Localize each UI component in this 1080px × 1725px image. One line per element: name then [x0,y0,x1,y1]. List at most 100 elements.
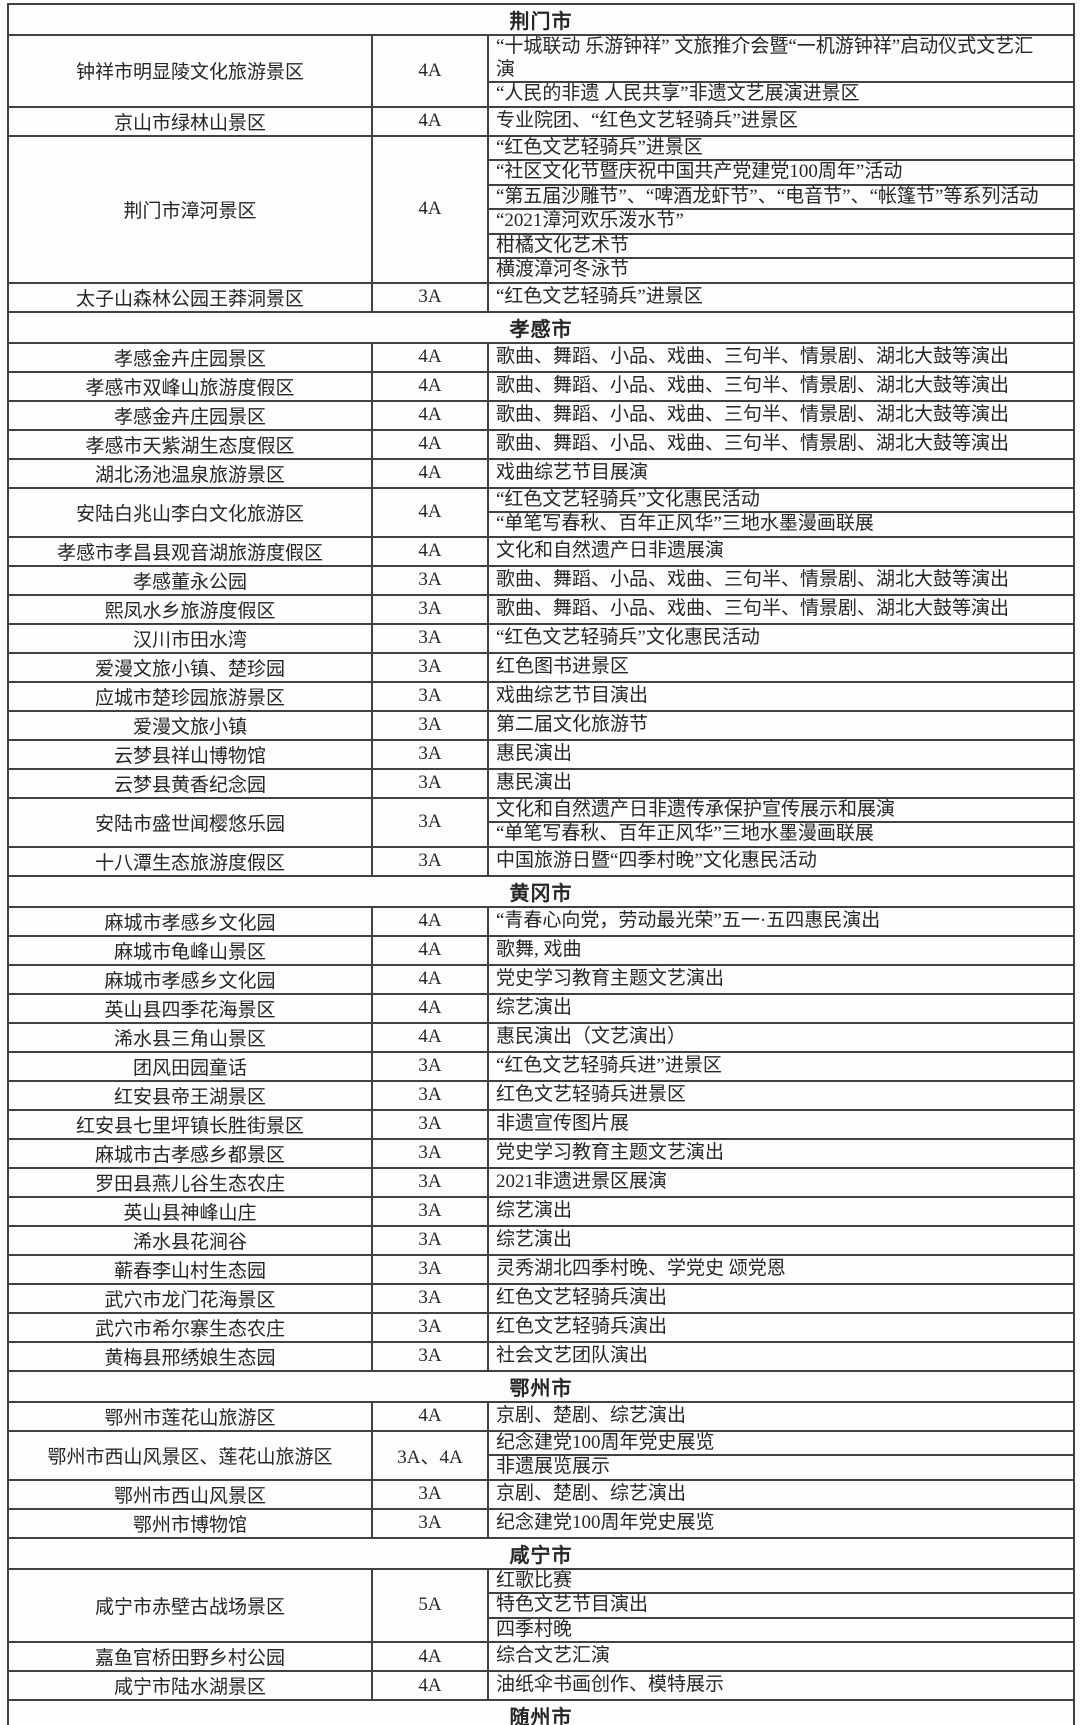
table-row: 罗田县燕儿谷生态农庄 3A 2021非遗进景区展演 [9,1166,1073,1196]
grade-value: 3A [418,772,442,793]
scenic-area-name-cell: 嘉鱼官桥田野乡村公园 [9,1643,373,1670]
grade-value: 4A [418,1405,442,1426]
grade-cell: 4A [373,1643,489,1670]
activity-item: 综艺演出 [489,1227,1073,1254]
grade-value: 3A [418,598,442,619]
activity-text: “十城联动 乐游钟祥” 文旅推介会暨“一机游钟祥”启动仪式文艺汇演 [496,36,1034,80]
grade-value: 4A [418,346,442,367]
scenic-area-name-cell: 云梦县黄香纪念园 [9,769,373,797]
activities-cell: 惠民演出（文艺演出） [489,1024,1073,1051]
activity-item: 社会文艺团队演出 [489,1343,1073,1370]
scenic-area-name-cell: 钟祥市明显陵文化旅游景区 [9,36,373,106]
grade-value: 3A [418,1171,442,1192]
activity-text: 惠民演出 [496,771,573,793]
activities-cell: 歌曲、舞蹈、小品、戏曲、三句半、情景剧、湖北大鼓等演出 [489,344,1073,371]
scenic-area-name: 安陆市盛世闻樱悠乐园 [94,813,285,835]
grade-value: 3A、4A [397,1446,463,1468]
activity-text: 红色文艺轻骑兵演出 [496,1286,668,1308]
grade-cell: 4A [373,936,489,964]
grade-value: 3A [418,1512,442,1533]
scenic-area-name-cell: 爱漫文旅小镇、楚珍园 [9,653,373,681]
scenic-area-name: 鄂州市莲花山旅游区 [104,1407,276,1429]
table-row: 爱漫文旅小镇 3A 第二届文化旅游节 [9,709,1073,739]
activity-text: 戏曲综艺节目演出 [496,684,649,706]
scenic-area-name-cell: 安陆白兆山李白文化旅游区 [9,488,373,536]
activities-cell: 红色文艺轻骑兵进景区 [489,1082,1073,1109]
city-name: 黄冈市 [509,882,573,905]
activity-text: 横渡漳河冬泳节 [496,259,630,280]
grade-value: 3A [418,1229,442,1250]
grade-value: 4A [418,1645,442,1667]
activity-item: “单笔写春秋、百年正风华”三地水墨漫画联展 [489,821,1073,846]
activity-text: 京剧、楚剧、综艺演出 [496,1482,687,1504]
grade-cell: 3A [373,1197,489,1225]
activities-cell: 歌舞, 戏曲 [489,937,1073,964]
grade-value: 4A [418,968,442,989]
scenic-area-name: 熙凤水乡旅游度假区 [104,600,276,622]
scenic-area-name: 麻城市古孝感乡都景区 [94,1144,285,1166]
grade-cell: 3A [373,283,489,311]
grade-cell: 3A [373,740,489,768]
activities-cell: 纪念建党100周年党史展览 非遗展览展示 [489,1432,1073,1479]
scenic-area-name-cell: 鄂州市博物馆 [9,1509,373,1537]
activity-text: 党史学习教育主题文艺演出 [496,967,725,989]
grade-value: 3A [418,1345,442,1366]
activity-text: “单笔写春秋、百年正风华”三地水墨漫画联展 [496,823,874,844]
activity-text: 四季村晚 [496,1618,573,1640]
scenic-area-name-cell: 罗田县燕儿谷生态农庄 [9,1168,373,1196]
table-row: 红安县七里坪镇长胜街景区 3A 非遗宣传图片展 [9,1108,1073,1138]
activity-text: 歌曲、舞蹈、小品、戏曲、三句半、情景剧、湖北大鼓等演出 [496,345,1010,367]
grade-cell: 4A [373,459,489,487]
activity-text: 京剧、楚剧、综艺演出 [496,1404,687,1426]
table-row: 团风田园童话 3A “红色文艺轻骑兵进”进景区 [9,1050,1073,1080]
activity-text: 文化和自然遗产日非遗展演 [496,539,725,561]
activity-text: “第五届沙雕节”、“啤酒龙虾节”、“电音节”、“帐篷节”等系列活动 [496,185,1039,207]
grade-cell: 3A、4A [373,1431,489,1479]
activity-item: 油纸伞书画创作、模特展示 [489,1672,1073,1699]
scenic-area-name: 汉川市田水湾 [132,629,247,651]
activity-text: 歌曲、舞蹈、小品、戏曲、三句半、情景剧、湖北大鼓等演出 [496,403,1010,425]
scenic-area-name-cell: 麻城市龟峰山景区 [9,936,373,964]
activity-text: 综合文艺汇演 [496,1645,611,1667]
scenic-area-name-cell: 咸宁市陆水湖景区 [9,1672,373,1699]
activity-item: 红色文艺轻骑兵演出 [489,1285,1073,1312]
activity-item: 歌曲、舞蹈、小品、戏曲、三句半、情景剧、湖北大鼓等演出 [489,344,1073,371]
activity-text: 红歌比赛 [496,1569,573,1591]
city-section-header: 孝感市 [9,310,1073,344]
grade-cell: 4A [373,430,489,458]
grade-cell: 4A [373,537,489,565]
grade-value: 3A [418,1483,442,1504]
table-row: 爱漫文旅小镇、楚珍园 3A 红色图书进景区 [9,651,1073,681]
scenic-area-name-cell: 麻城市孝感乡文化园 [9,907,373,935]
grade-value: 4A [418,462,442,483]
grade-value: 3A [418,1113,442,1134]
scenic-area-name-cell: 孝感金卉庄园景区 [9,343,373,371]
scenic-area-name: 英山县神峰山庄 [123,1202,257,1224]
grade-value: 3A [418,1055,442,1076]
activity-item: 惠民演出（文艺演出） [489,1024,1073,1051]
scenic-area-name: 罗田县燕儿谷生态农庄 [94,1173,285,1195]
table-row: 鄂州市西山风景区、莲花山旅游区 3A、4A 纪念建党100周年党史展览 非遗展览展示 [9,1429,1073,1479]
activities-cell: 红色文艺轻骑兵演出 [489,1285,1073,1312]
activity-item: 四季村晚 [489,1616,1073,1642]
table-row: 英山县神峰山庄 3A 综艺演出 [9,1195,1073,1225]
activity-item: 柑橘文化艺术节 [489,232,1073,258]
scenic-area-name: 湖北汤池温泉旅游景区 [94,464,285,486]
scenic-area-name: 麻城市孝感乡文化园 [104,912,276,934]
activity-text: 歌曲、舞蹈、小品、戏曲、三句半、情景剧、湖北大鼓等演出 [496,568,1010,590]
city-name: 荆门市 [509,11,573,33]
activity-item: 党史学习教育主题文艺演出 [489,1140,1073,1167]
grade-cell: 3A [373,1480,489,1508]
scenic-area-name: 孝感市孝昌县观音湖旅游度假区 [56,542,323,564]
grade-cell: 3A [373,1139,489,1167]
city-name: 随州市 [509,1707,573,1725]
table-row: 蕲春李山村生态园 3A 灵秀湖北四季村晚、学党史 颂党恩 [9,1253,1073,1283]
grade-value: 4A [418,433,442,454]
activities-cell: 惠民演出 [489,770,1073,797]
table-row: 孝感董永公园 3A 歌曲、舞蹈、小品、戏曲、三句半、情景剧、湖北大鼓等演出 [9,564,1073,594]
activity-item: 专业院团、“红色文艺轻骑兵”进景区 [489,108,1073,135]
table-row: 京山市绿林山景区 4A 专业院团、“红色文艺轻骑兵”进景区 [9,105,1073,135]
grade-value: 5A [418,1594,442,1616]
scenic-area-name-cell: 团风田园童话 [9,1052,373,1080]
activity-text: “红色文艺轻骑兵”文化惠民活动 [496,626,760,648]
